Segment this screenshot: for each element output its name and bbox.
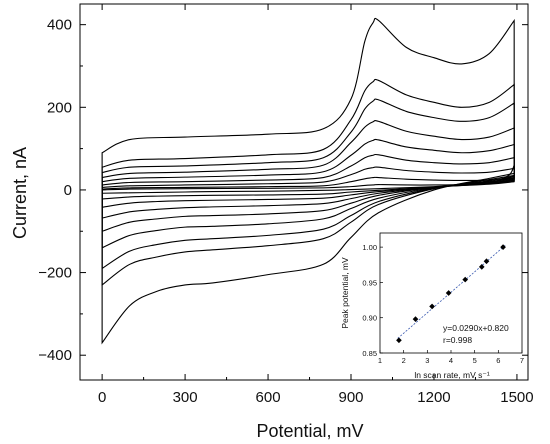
x-tick-label: 0 xyxy=(98,389,106,406)
y-tick-label: 400 xyxy=(47,17,72,34)
data-point xyxy=(478,264,485,270)
cv-curve-9 xyxy=(101,164,515,194)
inset-y-ticks: 1.00 0.95 0.90 0.85 xyxy=(362,243,383,358)
inset-x-ticks: 1 2 3 4 5 6 7 xyxy=(378,350,524,365)
x-tick-label: 1200 xyxy=(417,389,450,406)
cv-curve-7 xyxy=(101,166,515,208)
inset-y-tick-label: 1.00 xyxy=(362,243,377,252)
inset-x-axis-label: ln scan rate, mV s⁻¹ xyxy=(414,370,490,380)
x-tick-label: 300 xyxy=(173,389,198,406)
inset-y-tick-label: 0.95 xyxy=(362,278,377,287)
y-tick-label: 0 xyxy=(64,182,72,199)
cv-curve-8 xyxy=(101,176,515,200)
data-point xyxy=(429,303,435,310)
inset-x-tick-label: 3 xyxy=(425,356,429,365)
x-tick-label: 600 xyxy=(256,389,281,406)
inset-x-tick-label: 2 xyxy=(402,356,406,365)
inset-annotation-r: r=0.998 xyxy=(443,335,472,345)
main-curves xyxy=(101,17,515,345)
inset-y-tick-label: 0.85 xyxy=(362,349,377,358)
y-tick-label: −400 xyxy=(38,347,72,364)
cv-curve-5 xyxy=(101,138,515,233)
x-tick-label: 1500 xyxy=(500,389,533,406)
inset-y-axis-label: Peak potential, mV xyxy=(340,257,350,329)
inset-x-tick-label: 4 xyxy=(449,356,453,365)
y-tick-label: 200 xyxy=(47,99,72,116)
fit-line xyxy=(397,244,506,339)
cv-curve-3 xyxy=(101,98,515,270)
inset-x-tick-label: 5 xyxy=(473,356,477,365)
inset-plot: 1 2 3 4 5 6 7 1.00 0.95 0.90 0.85 y=0.0290x+0.820… xyxy=(340,232,524,380)
y-tick-label: −200 xyxy=(38,265,72,282)
data-point xyxy=(396,337,402,344)
cv-curve-6 xyxy=(101,153,515,219)
data-point xyxy=(445,290,452,296)
data-point xyxy=(500,244,506,250)
main-x-ticks: 0 300 600 900 1200 1500 xyxy=(98,4,534,406)
x-tick-label: 900 xyxy=(338,389,363,406)
cv-curve-2 xyxy=(101,78,515,287)
inset-x-tick-label: 6 xyxy=(496,356,500,365)
inset-y-tick-label: 0.90 xyxy=(362,314,377,323)
data-point xyxy=(462,276,469,283)
inset-x-tick-label: 1 xyxy=(378,356,382,365)
main-x-axis-label: Potential, mV xyxy=(256,421,363,441)
inset-x-tick-label: 7 xyxy=(520,356,524,365)
data-point xyxy=(412,316,419,322)
inset-points xyxy=(396,244,506,344)
cv-curve-4 xyxy=(101,119,515,249)
data-point xyxy=(483,258,490,265)
main-y-axis-label: Current, nA xyxy=(10,147,30,239)
main-y-ticks: 400 200 0 −200 −400 xyxy=(38,17,528,364)
cv-curve-1 xyxy=(101,17,515,345)
inset-annotation-equation: y=0.0290x+0.820 xyxy=(443,323,509,333)
inset-fit-line xyxy=(397,244,506,339)
